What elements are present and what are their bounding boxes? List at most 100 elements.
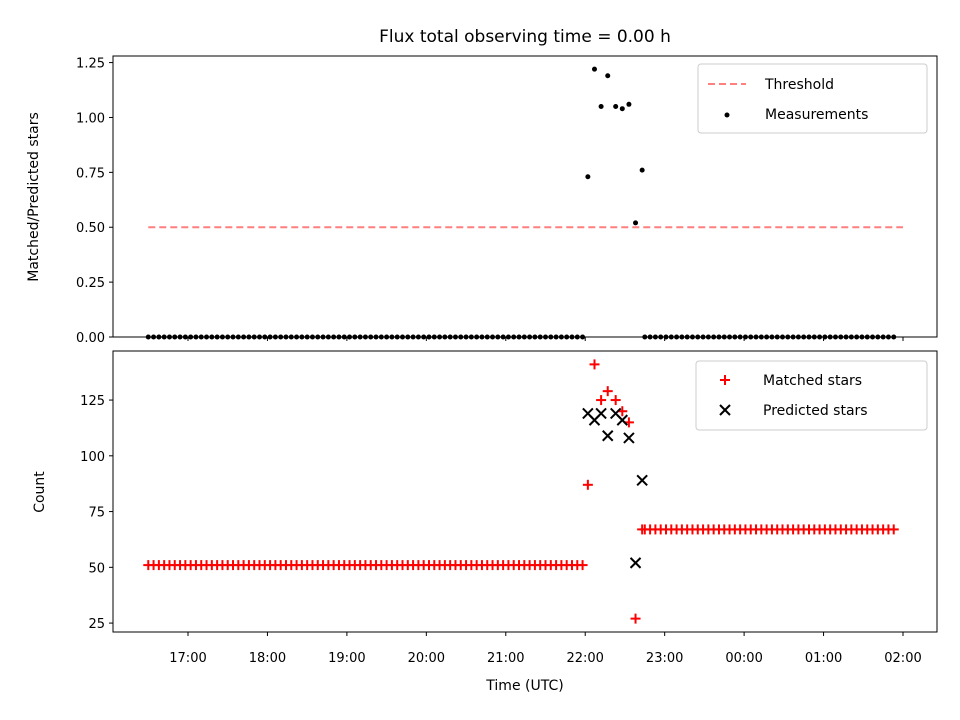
bottom-y-tick-label: 125 — [80, 394, 105, 409]
predicted-star-point — [629, 557, 642, 569]
measurement-point — [801, 334, 807, 340]
top-y-tick-label: 0.00 — [76, 331, 105, 346]
measurement-point — [278, 334, 284, 340]
measurement-point — [639, 167, 645, 173]
bottom-y-axis-label: Count — [32, 471, 48, 513]
measurement-point — [521, 334, 527, 340]
measurements-legend-label: Measurements — [765, 107, 868, 123]
measurement-point — [580, 334, 586, 340]
measurement-point — [716, 334, 722, 340]
measurement-point — [532, 334, 538, 340]
measurement-point — [490, 334, 496, 340]
measurement-point — [658, 334, 664, 340]
measurement-point — [299, 334, 305, 340]
bottom-x-tick-label: 23:00 — [646, 651, 683, 666]
measurement-point — [283, 334, 289, 340]
measurement-point — [177, 334, 183, 340]
measurement-point — [598, 103, 604, 109]
measurement-point — [272, 334, 278, 340]
measurement-point — [341, 334, 347, 340]
measurement-point — [721, 334, 727, 340]
top-y-tick-label: 1.00 — [76, 111, 105, 126]
predicted-legend-label: Predicted stars — [763, 403, 868, 419]
matched-star-point — [630, 613, 641, 624]
matched-star-point — [577, 560, 588, 571]
measurement-point — [742, 334, 748, 340]
measurement-point — [732, 334, 738, 340]
measurement-point — [864, 334, 870, 340]
measurement-point — [495, 334, 501, 340]
measurement-point — [543, 334, 548, 340]
measurement-point — [315, 334, 321, 340]
measurement-point — [251, 334, 257, 340]
measurement-point — [309, 334, 315, 340]
measurement-point — [795, 334, 801, 340]
measurement-point — [505, 334, 511, 340]
measurement-point — [548, 334, 554, 340]
measurement-point — [668, 334, 674, 340]
bottom-y-tick-label: 100 — [80, 450, 105, 465]
chart-title: Flux total observing time = 0.00 h — [379, 27, 671, 47]
matched-star-point — [602, 386, 613, 397]
bottom-x-tick-label: 20:00 — [408, 651, 445, 666]
measurement-point — [633, 220, 639, 226]
measurement-point — [619, 106, 625, 112]
measurement-point — [684, 334, 690, 340]
measurement-point — [674, 334, 680, 340]
measurement-point — [564, 334, 570, 340]
measurement-point — [811, 334, 817, 340]
measurement-point — [854, 334, 860, 340]
measurement-point — [827, 334, 833, 340]
measurement-point — [188, 334, 194, 340]
bottom-plot-frame — [112, 350, 938, 633]
measurement-point — [848, 334, 854, 340]
bottom-x-tick-label: 21:00 — [487, 651, 524, 666]
measurement-point — [437, 334, 443, 340]
matched-stars-points — [143, 359, 899, 624]
measurement-point — [511, 334, 517, 340]
bottom-x-tick-label: 02:00 — [884, 651, 921, 666]
measurement-point — [325, 334, 331, 340]
bottom-y-tick-label: 25 — [88, 617, 105, 632]
measurement-point — [626, 101, 632, 107]
measurement-point — [368, 334, 374, 340]
matched-legend-label: Matched stars — [763, 373, 862, 389]
measurement-point — [727, 334, 733, 340]
measurement-point — [642, 334, 648, 340]
matched-star-point — [582, 479, 593, 490]
measurement-point — [774, 334, 780, 340]
measurement-point — [262, 334, 268, 340]
top-y-tick-label: 0.50 — [76, 221, 105, 236]
top-y-axis-label: Matched/Predicted stars — [26, 112, 42, 282]
measurement-point — [574, 334, 580, 340]
measurement-point — [225, 334, 231, 340]
measurements-legend-marker — [724, 112, 730, 118]
measurement-point — [288, 334, 294, 340]
measurement-point — [452, 334, 458, 340]
measurement-point — [463, 334, 469, 340]
top-legend: Threshold Measurements — [697, 63, 928, 134]
measurement-point — [294, 334, 300, 340]
measurement-point — [352, 334, 358, 340]
measurement-point — [405, 334, 411, 340]
measurement-point — [822, 334, 828, 340]
measurement-point — [817, 334, 823, 340]
measurement-point — [838, 334, 844, 340]
measurement-point — [647, 334, 653, 340]
bottom-panel: 25 50 75 100 125 17:00 18:00 19:00 20:00 21:00 22… — [32, 350, 938, 694]
measurement-point — [832, 334, 838, 340]
measurement-point — [415, 334, 421, 340]
measurement-point — [527, 334, 533, 340]
measurement-point — [193, 334, 199, 340]
matched-star-point — [596, 395, 607, 406]
measurement-point — [336, 334, 342, 340]
measurement-point — [843, 334, 849, 340]
measurement-point — [442, 334, 448, 340]
measurement-point — [204, 334, 210, 340]
matched-star-point — [888, 524, 899, 535]
predicted-stars-points — [582, 407, 648, 569]
predicted-star-point — [636, 474, 648, 487]
matched-star-point — [610, 395, 621, 406]
measurement-point — [389, 334, 395, 340]
measurement-point — [875, 334, 881, 340]
